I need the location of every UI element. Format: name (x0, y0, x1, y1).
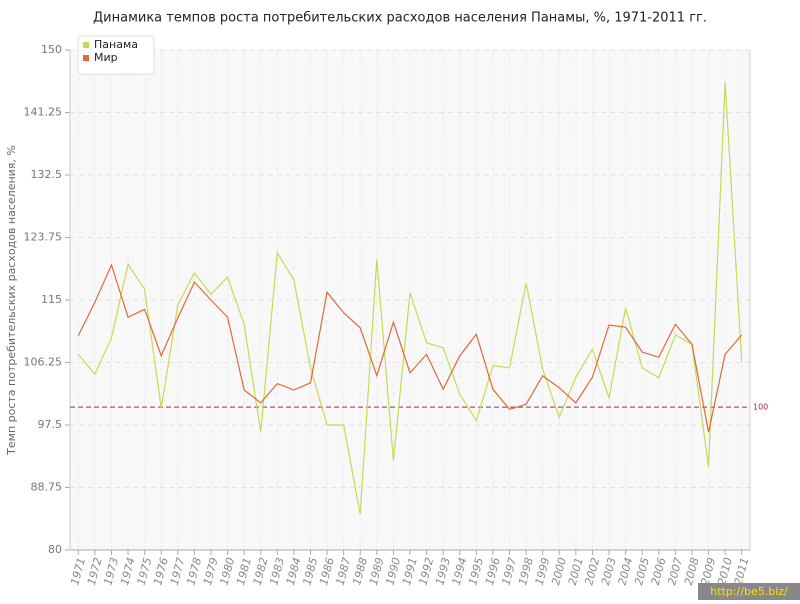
legend-box (77, 35, 155, 75)
watermark-bg (698, 583, 800, 600)
legend-swatch (83, 42, 89, 48)
watermark: http://be5.biz/ (710, 585, 788, 598)
x-tick-label: 2011 (732, 556, 752, 586)
y-tick-label: 132.5 (31, 168, 63, 181)
legend-swatch (83, 55, 89, 61)
y-tick-label: 123.75 (24, 231, 63, 244)
y-tick-label: 97.5 (38, 418, 63, 431)
y-tick-label: 141.25 (24, 106, 63, 119)
chart-title: Динамика темпов роста потребительских ра… (93, 11, 707, 26)
y-tick-label: 150 (41, 43, 62, 56)
series-line (77, 82, 743, 515)
y-tick-label: 88.75 (31, 481, 63, 494)
y-tick-label: 115 (41, 293, 62, 306)
series-line (77, 263, 743, 433)
y-tick-label: 80 (48, 543, 62, 556)
reference-label: 100 (753, 403, 768, 412)
y-tick-label: 106.25 (24, 356, 63, 369)
legend-label: Мир (94, 51, 118, 64)
legend-label: Панама (94, 38, 138, 51)
y-axis-label: Темп роста потребительских расходов насе… (5, 145, 18, 456)
